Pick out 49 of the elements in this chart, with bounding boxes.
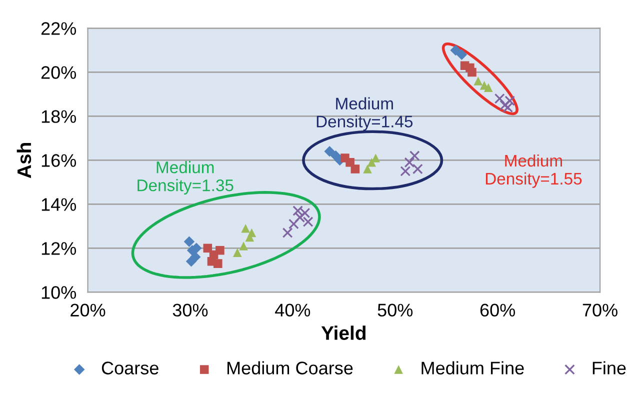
point	[241, 224, 250, 233]
point	[216, 246, 224, 255]
point	[184, 236, 195, 247]
legend-label: Medium Fine	[422, 361, 524, 374]
legend-label: Medium Coarse	[228, 361, 353, 374]
point	[450, 44, 461, 56]
legend-label: Fine	[592, 361, 626, 374]
point	[350, 164, 360, 174]
annotation: Medium Density=1.35	[138, 161, 234, 195]
point	[474, 76, 483, 86]
point	[363, 164, 372, 174]
point	[282, 228, 293, 238]
x-axis-title: Yield	[321, 326, 366, 340]
point	[232, 248, 242, 257]
x-tick-label: 60%	[480, 304, 516, 317]
point	[400, 166, 411, 176]
point	[500, 100, 510, 110]
legend-label: Coarse	[102, 362, 158, 374]
point	[288, 218, 299, 230]
y-tick-label: 16%	[42, 154, 76, 167]
point	[502, 102, 514, 113]
annotation: Medium Density=1.45	[316, 97, 413, 131]
y-axis-title: Ash	[16, 143, 32, 178]
point	[404, 157, 415, 168]
point	[367, 158, 376, 167]
point	[186, 256, 197, 267]
point	[247, 228, 256, 238]
x-tick-label: 70%	[582, 304, 618, 317]
y-tick-label: 14%	[42, 198, 76, 211]
point	[412, 164, 423, 174]
annotation: Medium Density=1.55	[486, 154, 582, 188]
point	[294, 212, 306, 223]
y-tick-label: 10%	[42, 286, 76, 299]
y-tick-label: 18%	[42, 110, 76, 123]
point	[484, 83, 493, 92]
point	[468, 68, 476, 77]
point	[214, 259, 222, 268]
x-tick-label: 40%	[275, 304, 310, 317]
point	[456, 49, 468, 60]
x-tick-label: 50%	[378, 304, 413, 317]
x-tick-label: 20%	[70, 304, 106, 317]
y-tick-label: 12%	[42, 242, 76, 255]
x-tick-label: 30%	[172, 304, 208, 317]
y-tick-label: 20%	[41, 66, 76, 79]
point	[302, 216, 314, 228]
point	[409, 150, 420, 162]
point	[239, 242, 248, 250]
point	[324, 146, 335, 157]
y-tick-label: 22%	[41, 22, 76, 35]
